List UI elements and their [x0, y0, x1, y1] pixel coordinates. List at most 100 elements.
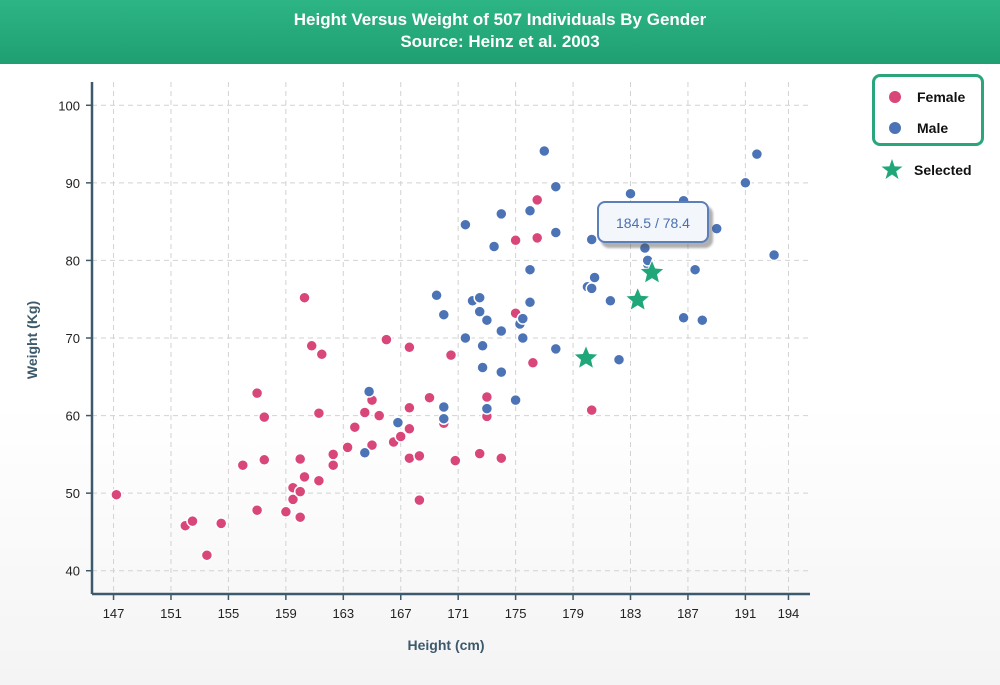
male-point[interactable]: [437, 412, 451, 425]
female-point[interactable]: [293, 452, 307, 466]
female-point[interactable]: [348, 420, 362, 434]
selected-point[interactable]: [624, 285, 652, 312]
female-point[interactable]: [480, 390, 494, 404]
female-point[interactable]: [526, 356, 540, 370]
female-point[interactable]: [403, 422, 416, 436]
female-point[interactable]: [214, 517, 228, 530]
male-point[interactable]: [549, 226, 563, 239]
legend-item-male[interactable]: Male: [889, 120, 948, 136]
male-point[interactable]: [473, 291, 486, 304]
legend-item-female[interactable]: Female: [889, 89, 965, 105]
male-point[interactable]: [585, 233, 598, 246]
female-point[interactable]: [394, 430, 407, 443]
male-point[interactable]: [739, 176, 752, 190]
female-point[interactable]: [315, 348, 329, 361]
female-point[interactable]: [250, 503, 264, 517]
female-point[interactable]: [279, 505, 293, 519]
female-point[interactable]: [298, 291, 311, 304]
male-point[interactable]: [523, 263, 537, 276]
female-point[interactable]: [312, 474, 326, 487]
male-point[interactable]: [523, 296, 537, 309]
male-point[interactable]: [509, 393, 522, 407]
x-tick-label: 191: [735, 606, 757, 621]
male-point[interactable]: [588, 271, 601, 284]
male-point[interactable]: [495, 207, 508, 221]
male-point[interactable]: [624, 187, 637, 200]
male-point[interactable]: [437, 400, 451, 414]
male-point[interactable]: [459, 331, 472, 345]
male-point[interactable]: [459, 218, 472, 231]
male-point[interactable]: [750, 147, 764, 161]
female-point[interactable]: [200, 548, 214, 562]
female-point[interactable]: [403, 451, 416, 465]
female-point[interactable]: [293, 485, 307, 498]
x-tick-label: 159: [275, 606, 297, 621]
male-point[interactable]: [437, 308, 451, 321]
male-point[interactable]: [476, 361, 489, 374]
female-point[interactable]: [413, 493, 426, 507]
female-point[interactable]: [293, 510, 307, 524]
female-point[interactable]: [341, 441, 354, 454]
male-point[interactable]: [430, 289, 443, 302]
female-point[interactable]: [365, 438, 379, 452]
male-point[interactable]: [688, 263, 702, 276]
female-point[interactable]: [305, 339, 318, 353]
male-point[interactable]: [710, 222, 723, 235]
male-point[interactable]: [523, 204, 537, 218]
female-point[interactable]: [326, 458, 340, 472]
female-point[interactable]: [258, 453, 271, 467]
male-point[interactable]: [495, 324, 508, 338]
male-point[interactable]: [585, 282, 598, 295]
male-point[interactable]: [638, 241, 652, 255]
female-point[interactable]: [186, 514, 199, 528]
female-point[interactable]: [530, 193, 544, 207]
male-point[interactable]: [549, 342, 563, 356]
female-point[interactable]: [403, 401, 416, 415]
female-point[interactable]: [449, 454, 462, 467]
selected-point[interactable]: [572, 343, 600, 370]
female-point[interactable]: [298, 470, 311, 484]
female-point[interactable]: [312, 406, 326, 420]
male-point[interactable]: [612, 353, 626, 366]
female-point[interactable]: [530, 231, 544, 245]
female-point[interactable]: [286, 493, 300, 506]
male-point[interactable]: [480, 313, 494, 327]
female-point[interactable]: [495, 451, 508, 465]
male-point[interactable]: [480, 402, 494, 415]
male-point[interactable]: [495, 365, 508, 379]
female-point[interactable]: [403, 341, 416, 354]
female-point[interactable]: [236, 458, 250, 472]
female-point[interactable]: [380, 333, 393, 346]
female-point[interactable]: [473, 447, 486, 460]
male-point[interactable]: [473, 305, 486, 318]
male-point[interactable]: [696, 313, 709, 327]
female-point[interactable]: [358, 406, 372, 419]
female-point[interactable]: [413, 449, 426, 463]
male-point[interactable]: [391, 416, 405, 429]
male-point[interactable]: [677, 311, 690, 325]
legend-item-selected[interactable]: Selected: [880, 158, 972, 182]
male-point[interactable]: [516, 331, 530, 345]
female-point[interactable]: [423, 391, 436, 404]
male-point[interactable]: [476, 339, 489, 353]
selected-point[interactable]: [638, 258, 666, 285]
male-point[interactable]: [362, 385, 376, 398]
female-point[interactable]: [110, 488, 123, 501]
female-point[interactable]: [258, 410, 271, 424]
data-points: [110, 144, 781, 562]
male-point[interactable]: [538, 144, 551, 158]
male-point[interactable]: [516, 312, 530, 325]
female-point[interactable]: [326, 448, 340, 461]
male-point[interactable]: [358, 446, 372, 460]
female-point[interactable]: [372, 409, 386, 422]
male-point[interactable]: [767, 248, 781, 262]
legend-selected-label: Selected: [914, 162, 972, 178]
female-point[interactable]: [585, 403, 598, 417]
female-point[interactable]: [509, 234, 522, 247]
male-point[interactable]: [487, 240, 501, 253]
x-tick-label: 194: [778, 606, 800, 621]
female-point[interactable]: [444, 348, 458, 362]
male-point[interactable]: [549, 180, 563, 193]
female-point[interactable]: [250, 386, 264, 400]
male-point[interactable]: [604, 294, 617, 308]
